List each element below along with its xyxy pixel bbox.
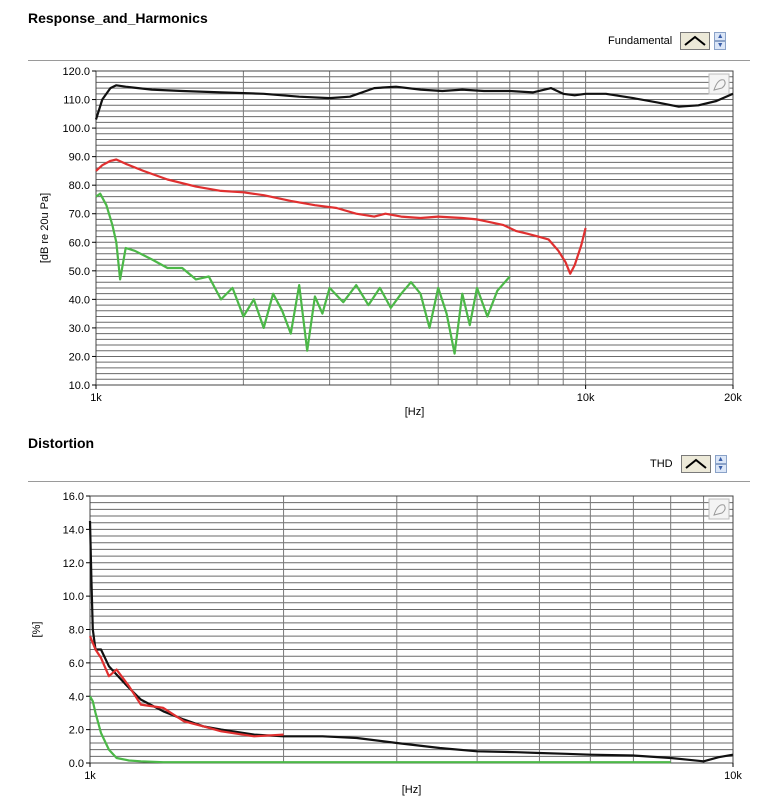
panel-title-distortion: Distortion [28,435,95,451]
legend-spinner[interactable]: ▲ ▼ [714,32,727,50]
plot-style-icon[interactable] [680,32,711,50]
x-tick-label: 10k [724,770,742,782]
panel-divider [28,481,750,482]
panel-title-response: Response_and_Harmonics [28,10,208,26]
y-tick-label: 70.0 [69,209,90,221]
y-tick-label: 2.0 [69,725,84,737]
y-tick-label: 120.0 [62,66,90,78]
x-tick-label: 10k [577,392,595,404]
x-tick-label: 1k [84,770,96,782]
response-chart: 10.0 20.0 30.0 40.0 50.0 60.0 70.0 80.0 90.0 100.… [39,66,742,418]
y-tick-label: 30.0 [69,323,90,335]
graph-palette-icon-frame [708,73,730,95]
plot-style-icon[interactable] [680,455,711,473]
distortion-chart: 0.0 2.0 4.0 6.0 8.0 10.0 12.0 14.0 16.0 1k 10k [Hz]… [31,491,742,796]
legend-label: THD [650,458,673,470]
y-tick-label: 60.0 [69,237,90,249]
y-tick-label: 80.0 [69,180,90,192]
y-tick-label: 100.0 [62,123,90,135]
series-line-1 [95,158,587,275]
series-line-0 [94,84,734,120]
y-tick-label: 110.0 [63,95,90,107]
series-line-2 [95,192,511,355]
y-tick-label: 14.0 [63,524,84,536]
panel-divider [28,60,750,61]
x-tick-label: 20k [724,392,742,404]
y-tick-label: 20.0 [69,351,90,363]
spin-up-icon[interactable]: ▲ [714,32,727,41]
y-tick-label: 4.0 [69,691,84,703]
y-tick-label: 8.0 [69,625,84,637]
y-tick-label: 6.0 [69,658,84,670]
series-line-1 [88,635,284,738]
y-axis-label: [%] [31,622,43,638]
spin-down-icon[interactable]: ▼ [714,464,727,473]
legend-spinner[interactable]: ▲ ▼ [714,455,727,473]
y-axis-label: [dB re 20u Pa] [39,193,51,263]
legend-label: Fundamental [608,35,673,47]
x-axis-label: [Hz] [402,784,422,796]
x-axis-label: [Hz] [405,406,425,418]
spin-down-icon[interactable]: ▼ [714,41,727,50]
y-tick-label: 50.0 [69,266,90,278]
legend-thd[interactable]: THD ▲ ▼ [650,455,727,473]
y-tick-label: 0.0 [69,758,84,770]
graph-palette-icon-frame [708,498,730,520]
graph-palette-icon-glyph [713,504,726,516]
graph-palette-icon [708,498,730,520]
plot-frame [95,70,734,386]
x-tick-label: 1k [90,392,102,404]
y-tick-label: 12.0 [63,558,84,570]
graph-palette-icon [708,73,730,95]
legend-fundamental[interactable]: Fundamental ▲ ▼ [608,32,727,50]
spin-up-icon[interactable]: ▲ [714,455,727,464]
y-tick-label: 10.0 [69,380,90,392]
y-tick-label: 16.0 [63,491,84,503]
graph-palette-icon-glyph [713,79,726,91]
y-tick-label: 90.0 [69,152,90,164]
series-line-2 [89,695,671,764]
series-line-0 [88,520,734,763]
y-tick-label: 10.0 [63,591,84,603]
y-tick-label: 40.0 [69,294,90,306]
